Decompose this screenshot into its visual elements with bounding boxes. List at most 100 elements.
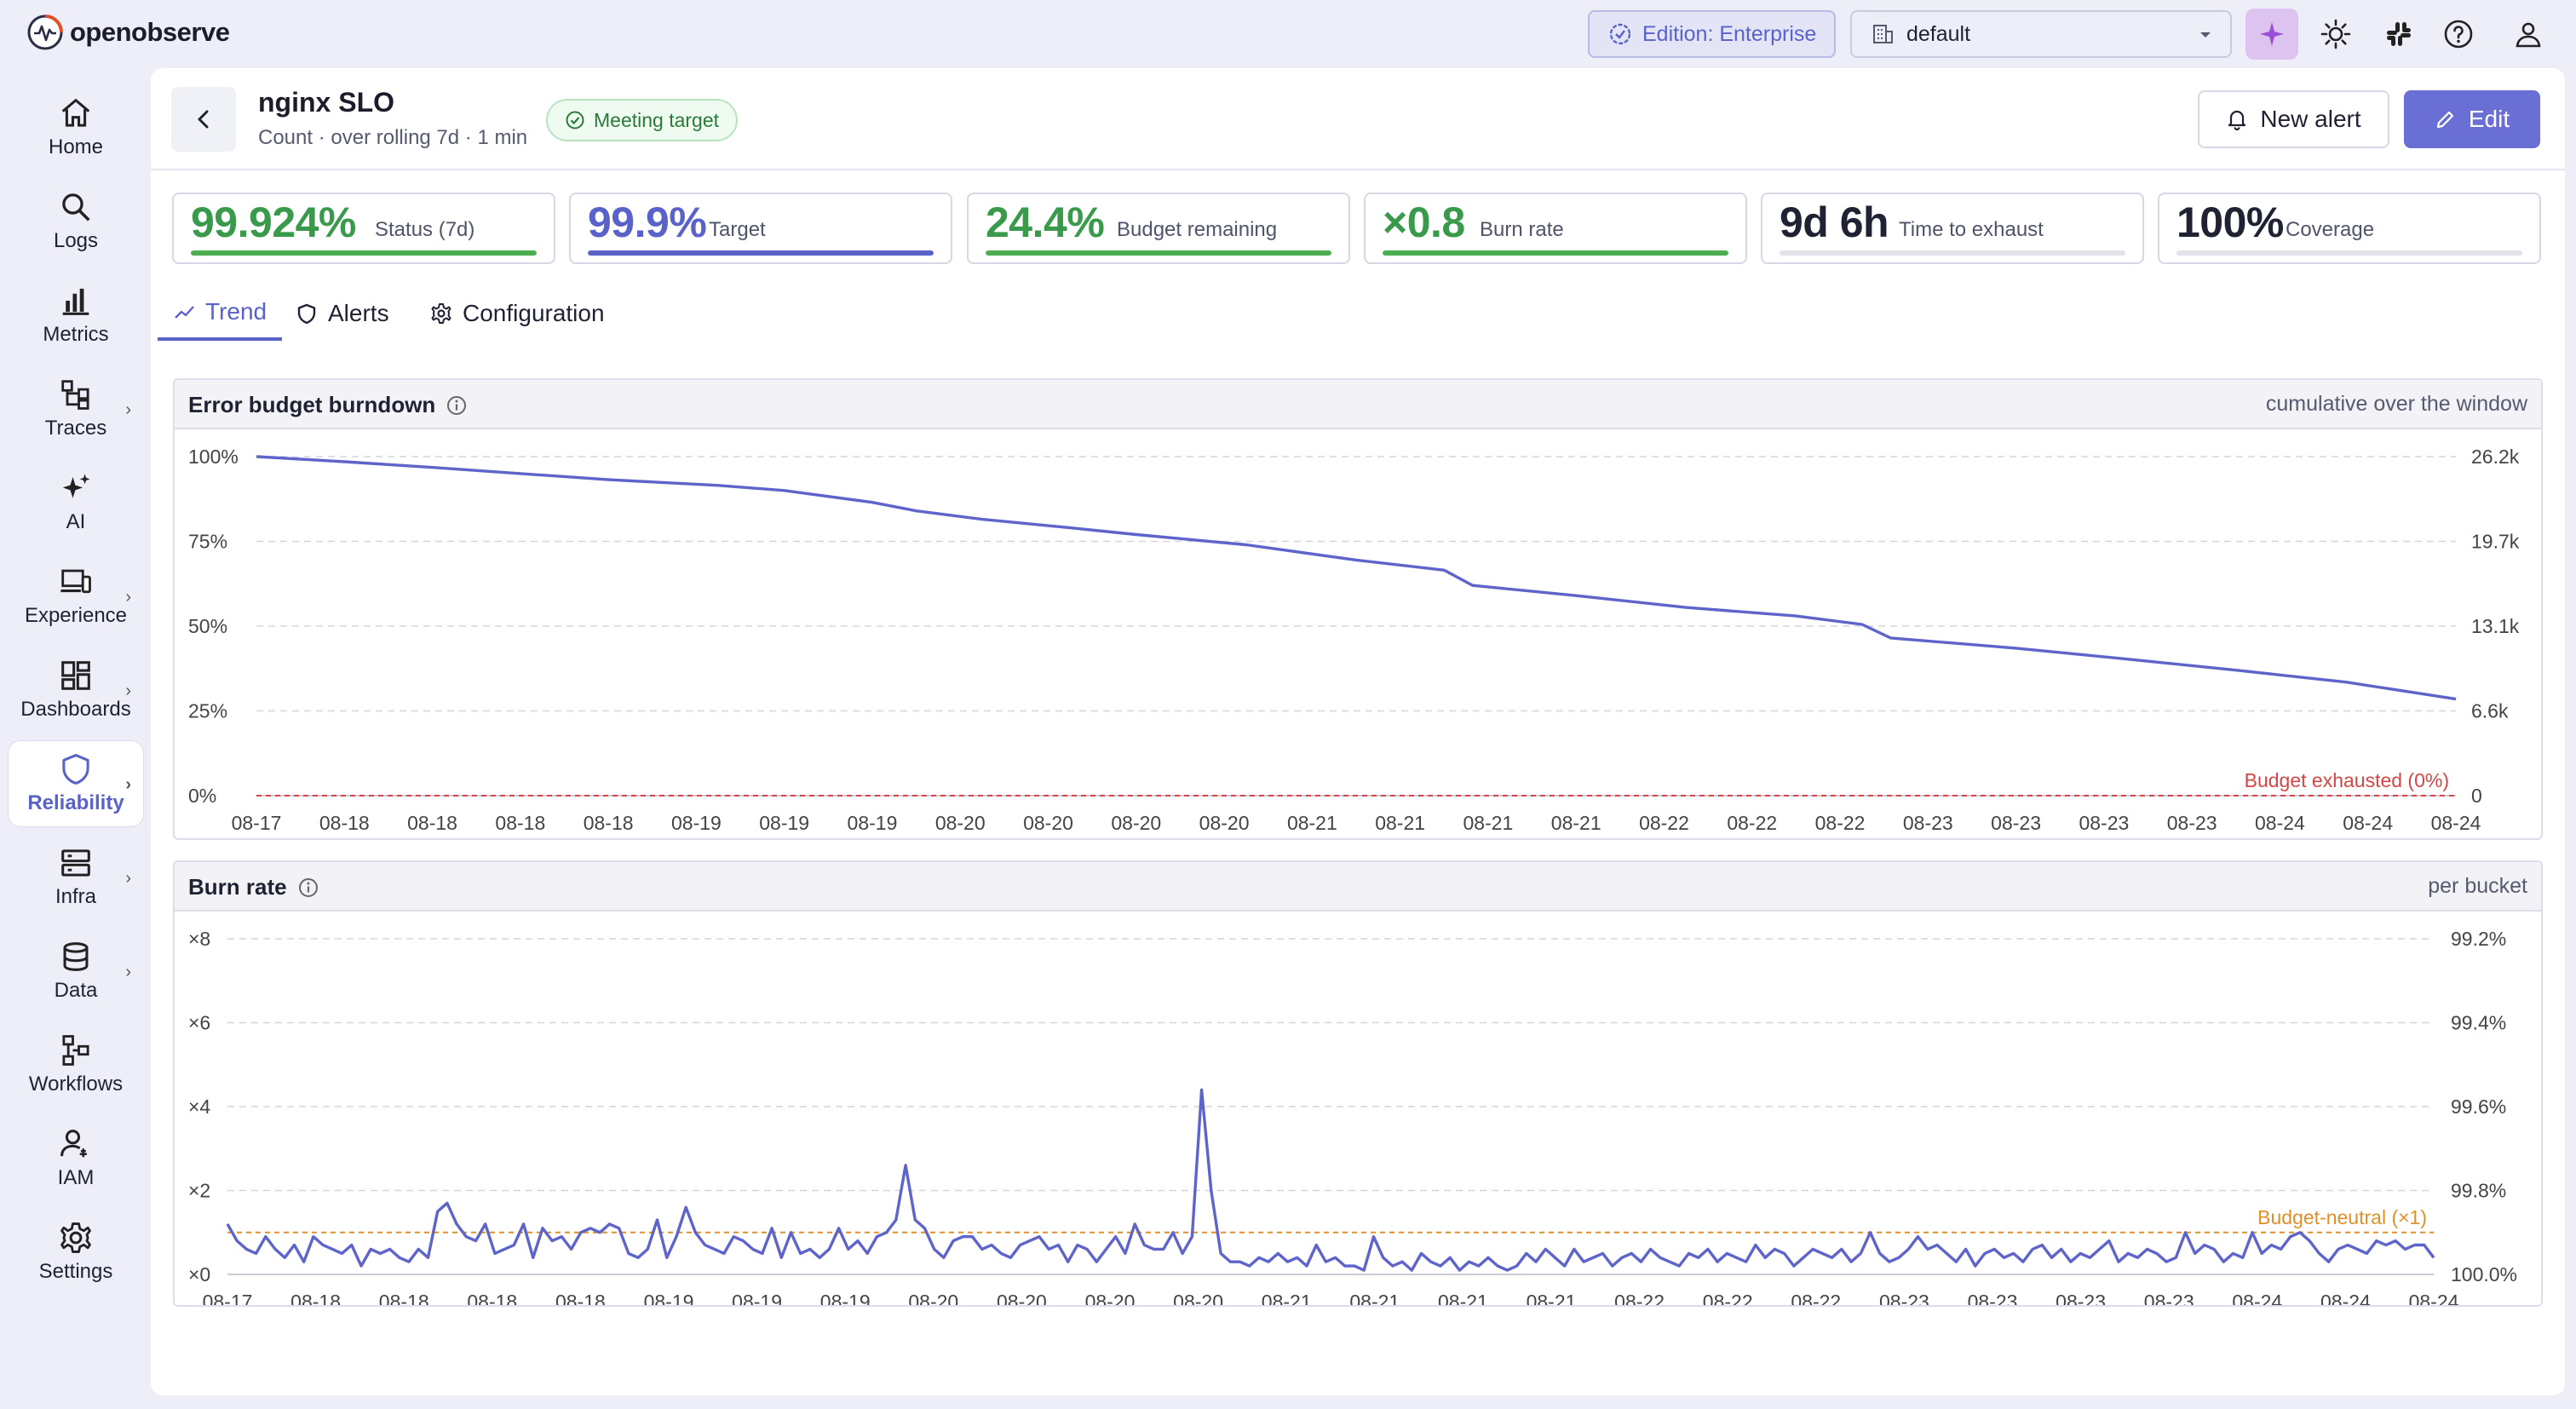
tab-label: Alerts [328,300,389,326]
threshold-label: Budget exhausted (0%) [2245,769,2449,791]
x-tick-label: 08-22 [1815,812,1866,834]
slack-icon [2384,20,2413,49]
x-tick-label: 08-20 [1173,1291,1223,1307]
sidebar-item-home[interactable]: Home [9,85,143,170]
x-tick-label: 08-23 [2144,1291,2194,1307]
brand-name: openobserve [70,17,230,47]
y2-tick-label: 100.0% [2451,1263,2517,1285]
sidebar-item-ai[interactable]: AI [9,460,143,545]
sidebar-item-logs[interactable]: Logs [9,179,143,264]
x-tick-label: 08-23 [1968,1291,2018,1307]
shield-icon [59,752,93,786]
burn-rate-title-text: Burn rate [188,874,287,900]
sidebar-item-label: Infra [55,885,97,908]
x-tick-label: 08-19 [732,1291,782,1307]
page-title: nginx SLO [258,87,394,118]
x-tick-label: 08-18 [379,1291,429,1307]
info-icon[interactable] [446,394,468,417]
chevron-left-icon [193,108,215,130]
user-menu-button[interactable] [2511,17,2545,51]
y-tick-label: 100% [188,446,239,468]
ai-assistant-button[interactable] [2245,9,2298,60]
kpi-value: 99.924% [191,198,356,246]
kpi-card: 24.4% Budget remaining [967,193,1350,264]
sidebar-item-traces[interactable]: Traces › [9,366,143,451]
kpi-progress-bar [191,250,537,256]
series-line [226,1088,2435,1272]
x-tick-label: 08-17 [203,1291,253,1307]
sidebar-item-dashboards[interactable]: Dashboards › [9,647,143,733]
x-tick-label: 08-24 [2255,812,2305,834]
x-tick-label: 08-20 [1085,1291,1136,1307]
shield-outline-icon [296,302,318,325]
kpi-label: Status (7d) [375,218,475,241]
x-tick-label: 08-18 [407,812,457,834]
kpi-card: ×0.8 Burn rate [1364,193,1747,264]
burndown-panel-header: Error budget burndown cumulative over th… [175,380,2541,429]
info-icon[interactable] [297,877,319,899]
burn-rate-chart: ×8 99.2% ×6 99.4% ×4 99.6% ×2 99.8% ×0 100.0% Budg… [188,928,2517,1307]
organization-select[interactable]: default [1850,10,2232,58]
theme-toggle-button[interactable] [2319,17,2353,51]
x-tick-label: 08-24 [2320,1291,2371,1307]
y-tick-label: 25% [188,700,227,722]
edit-button[interactable]: Edit [2404,90,2540,148]
threshold-label: Budget-neutral (×1) [2257,1206,2427,1228]
top-bar: openobserve Edition: Enterprise default [0,0,2576,68]
tab-alerts[interactable]: Alerts [280,286,405,341]
y2-tick-label: 13.1k [2471,615,2520,637]
new-alert-label: New alert [2260,106,2361,132]
check-circle-icon [565,110,585,130]
x-tick-label: 08-18 [319,812,370,834]
series-line [256,455,2457,701]
chevron-right-icon: › [125,681,131,700]
kpi-progress-bar [1780,250,2125,256]
gear-icon [430,302,452,325]
database-icon [59,940,93,974]
y2-tick-label: 6.6k [2471,700,2509,722]
sidebar-item-metrics[interactable]: Metrics [9,273,143,358]
x-tick-label: 08-20 [908,1291,958,1307]
x-tick-label: 08-20 [935,812,986,834]
sidebar-item-data[interactable]: Data › [9,929,143,1014]
x-tick-label: 08-23 [1879,1291,1929,1307]
tab-configuration[interactable]: Configuration [415,286,620,341]
server-icon [59,846,93,880]
chevron-right-icon: › [125,963,131,981]
burn-rate-panel: Burn rate per bucket ×8 99.2% ×6 99.4% ×4 99.… [173,860,2543,1307]
sidebar-item-infra[interactable]: Infra › [9,835,143,920]
badge-check-icon [1608,22,1632,46]
sidebar-item-label: Dashboards [20,698,131,721]
tab-label: Trend [205,298,267,325]
x-tick-label: 08-22 [1791,1291,1841,1307]
sidebar-item-label: AI [66,510,86,533]
back-button[interactable] [171,87,236,152]
help-button[interactable] [2441,17,2475,51]
sidebar-item-settings[interactable]: Settings [9,1210,143,1295]
sidebar-item-iam[interactable]: IAM [9,1116,143,1201]
x-tick-label: 08-23 [2056,1291,2106,1307]
kpi-label: Burn rate [1480,218,1564,241]
y-tick-label: ×8 [188,928,210,950]
burndown-note: cumulative over the window [2265,392,2527,416]
tab-trend[interactable]: Trend [158,286,283,341]
sidebar-item-label: Settings [38,1260,113,1283]
sidebar-item-experience[interactable]: Experience › [9,554,143,639]
sidebar-item-workflows[interactable]: Workflows [9,1022,143,1107]
edition-button[interactable]: Edition: Enterprise [1588,10,1836,58]
chevron-right-icon: › [125,588,131,607]
slack-button[interactable] [2382,17,2416,51]
x-tick-label: 08-22 [1727,812,1777,834]
new-alert-button[interactable]: New alert [2198,90,2389,148]
burndown-panel: Error budget burndown cumulative over th… [173,378,2543,840]
users-icon [59,1127,93,1161]
sidebar-nav: Home Logs Metrics Traces › AI Experience › Dashb… [0,68,152,1409]
caret-down-icon [2198,27,2213,43]
workflow-icon [59,1033,93,1067]
status-label: Meeting target [594,108,720,131]
x-tick-label: 08-24 [2232,1291,2282,1307]
sidebar-item-reliability[interactable]: Reliability › [9,741,143,826]
kpi-progress-bar [588,250,934,256]
brand-logo[interactable]: openobserve [27,14,230,50]
kpi-card: 99.9% Target [569,193,952,264]
